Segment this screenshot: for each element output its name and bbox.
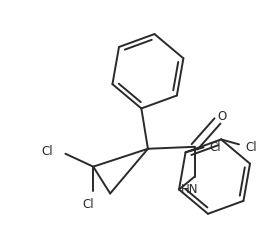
- Text: Cl: Cl: [82, 197, 94, 210]
- Text: Cl: Cl: [42, 145, 53, 158]
- Text: Cl: Cl: [245, 140, 257, 153]
- Text: HN: HN: [181, 182, 198, 195]
- Text: O: O: [218, 110, 227, 123]
- Text: Cl: Cl: [209, 140, 221, 153]
